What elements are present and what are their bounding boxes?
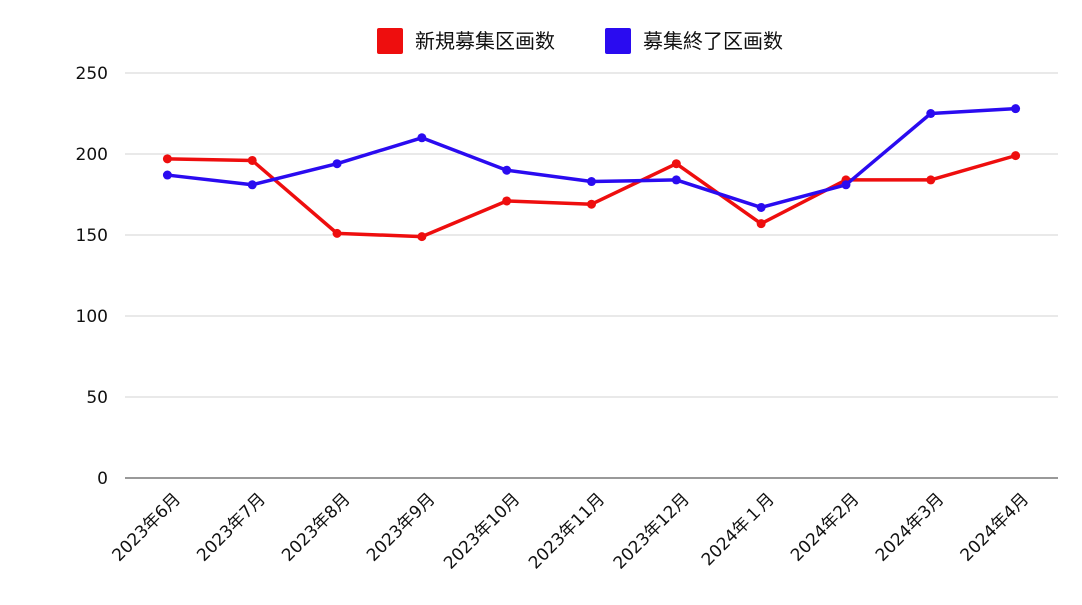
data-point	[1011, 151, 1021, 161]
data-point	[587, 199, 596, 209]
legend-swatch	[605, 28, 631, 54]
series-line-1	[165, 106, 1018, 210]
data-point	[926, 175, 936, 185]
y-tick-label: 150	[76, 226, 108, 246]
y-axis: 0 50 100 150 200 250	[76, 64, 108, 489]
data-point	[162, 154, 172, 164]
legend-label: 募集終了区画数	[643, 29, 783, 53]
data-point	[756, 202, 766, 212]
x-axis: 2023年6月 2023年7月 2023年8月 2023年9月 2023年10月 2023…	[109, 489, 1034, 573]
legend: 新規募集区画数 募集終了区画数	[377, 28, 783, 54]
data-point	[671, 175, 681, 185]
data-point	[332, 228, 342, 238]
data-point	[1011, 104, 1021, 114]
data-point	[332, 159, 342, 169]
y-tick-label: 100	[76, 307, 108, 327]
x-tick-label: 2024年2月	[787, 489, 863, 565]
x-tick-label: 2023年10月	[440, 489, 524, 573]
x-tick-label: 2024年3月	[872, 489, 948, 565]
data-point	[502, 165, 512, 175]
data-point	[926, 109, 936, 118]
x-tick-label: 2023年12月	[610, 489, 694, 573]
x-tick-label: 2023年11月	[525, 489, 609, 573]
x-tick-label: 2023年9月	[363, 489, 439, 565]
y-tick-label: 0	[97, 469, 108, 489]
y-tick-label: 250	[76, 64, 108, 84]
y-tick-label: 50	[86, 388, 108, 408]
x-tick-label: 2023年6月	[109, 489, 185, 565]
data-point	[417, 133, 427, 143]
x-tick-label: 2024年4月	[957, 489, 1033, 565]
data-point	[671, 159, 681, 169]
data-point	[502, 196, 512, 206]
data-point	[247, 155, 257, 165]
data-point	[587, 177, 596, 187]
data-point	[162, 170, 172, 180]
series-group	[162, 104, 1021, 242]
data-point	[841, 180, 851, 190]
legend-swatch	[377, 28, 403, 54]
y-tick-label: 200	[76, 145, 108, 165]
legend-label: 新規募集区画数	[415, 29, 555, 53]
data-point	[247, 180, 257, 190]
x-tick-label: 2024年１月	[698, 489, 779, 570]
data-point	[417, 232, 427, 242]
series-line-0	[165, 153, 1018, 239]
gridlines	[125, 72, 1058, 479]
x-tick-label: 2023年7月	[193, 489, 269, 565]
data-point	[756, 219, 766, 229]
x-tick-label: 2023年8月	[278, 489, 354, 565]
